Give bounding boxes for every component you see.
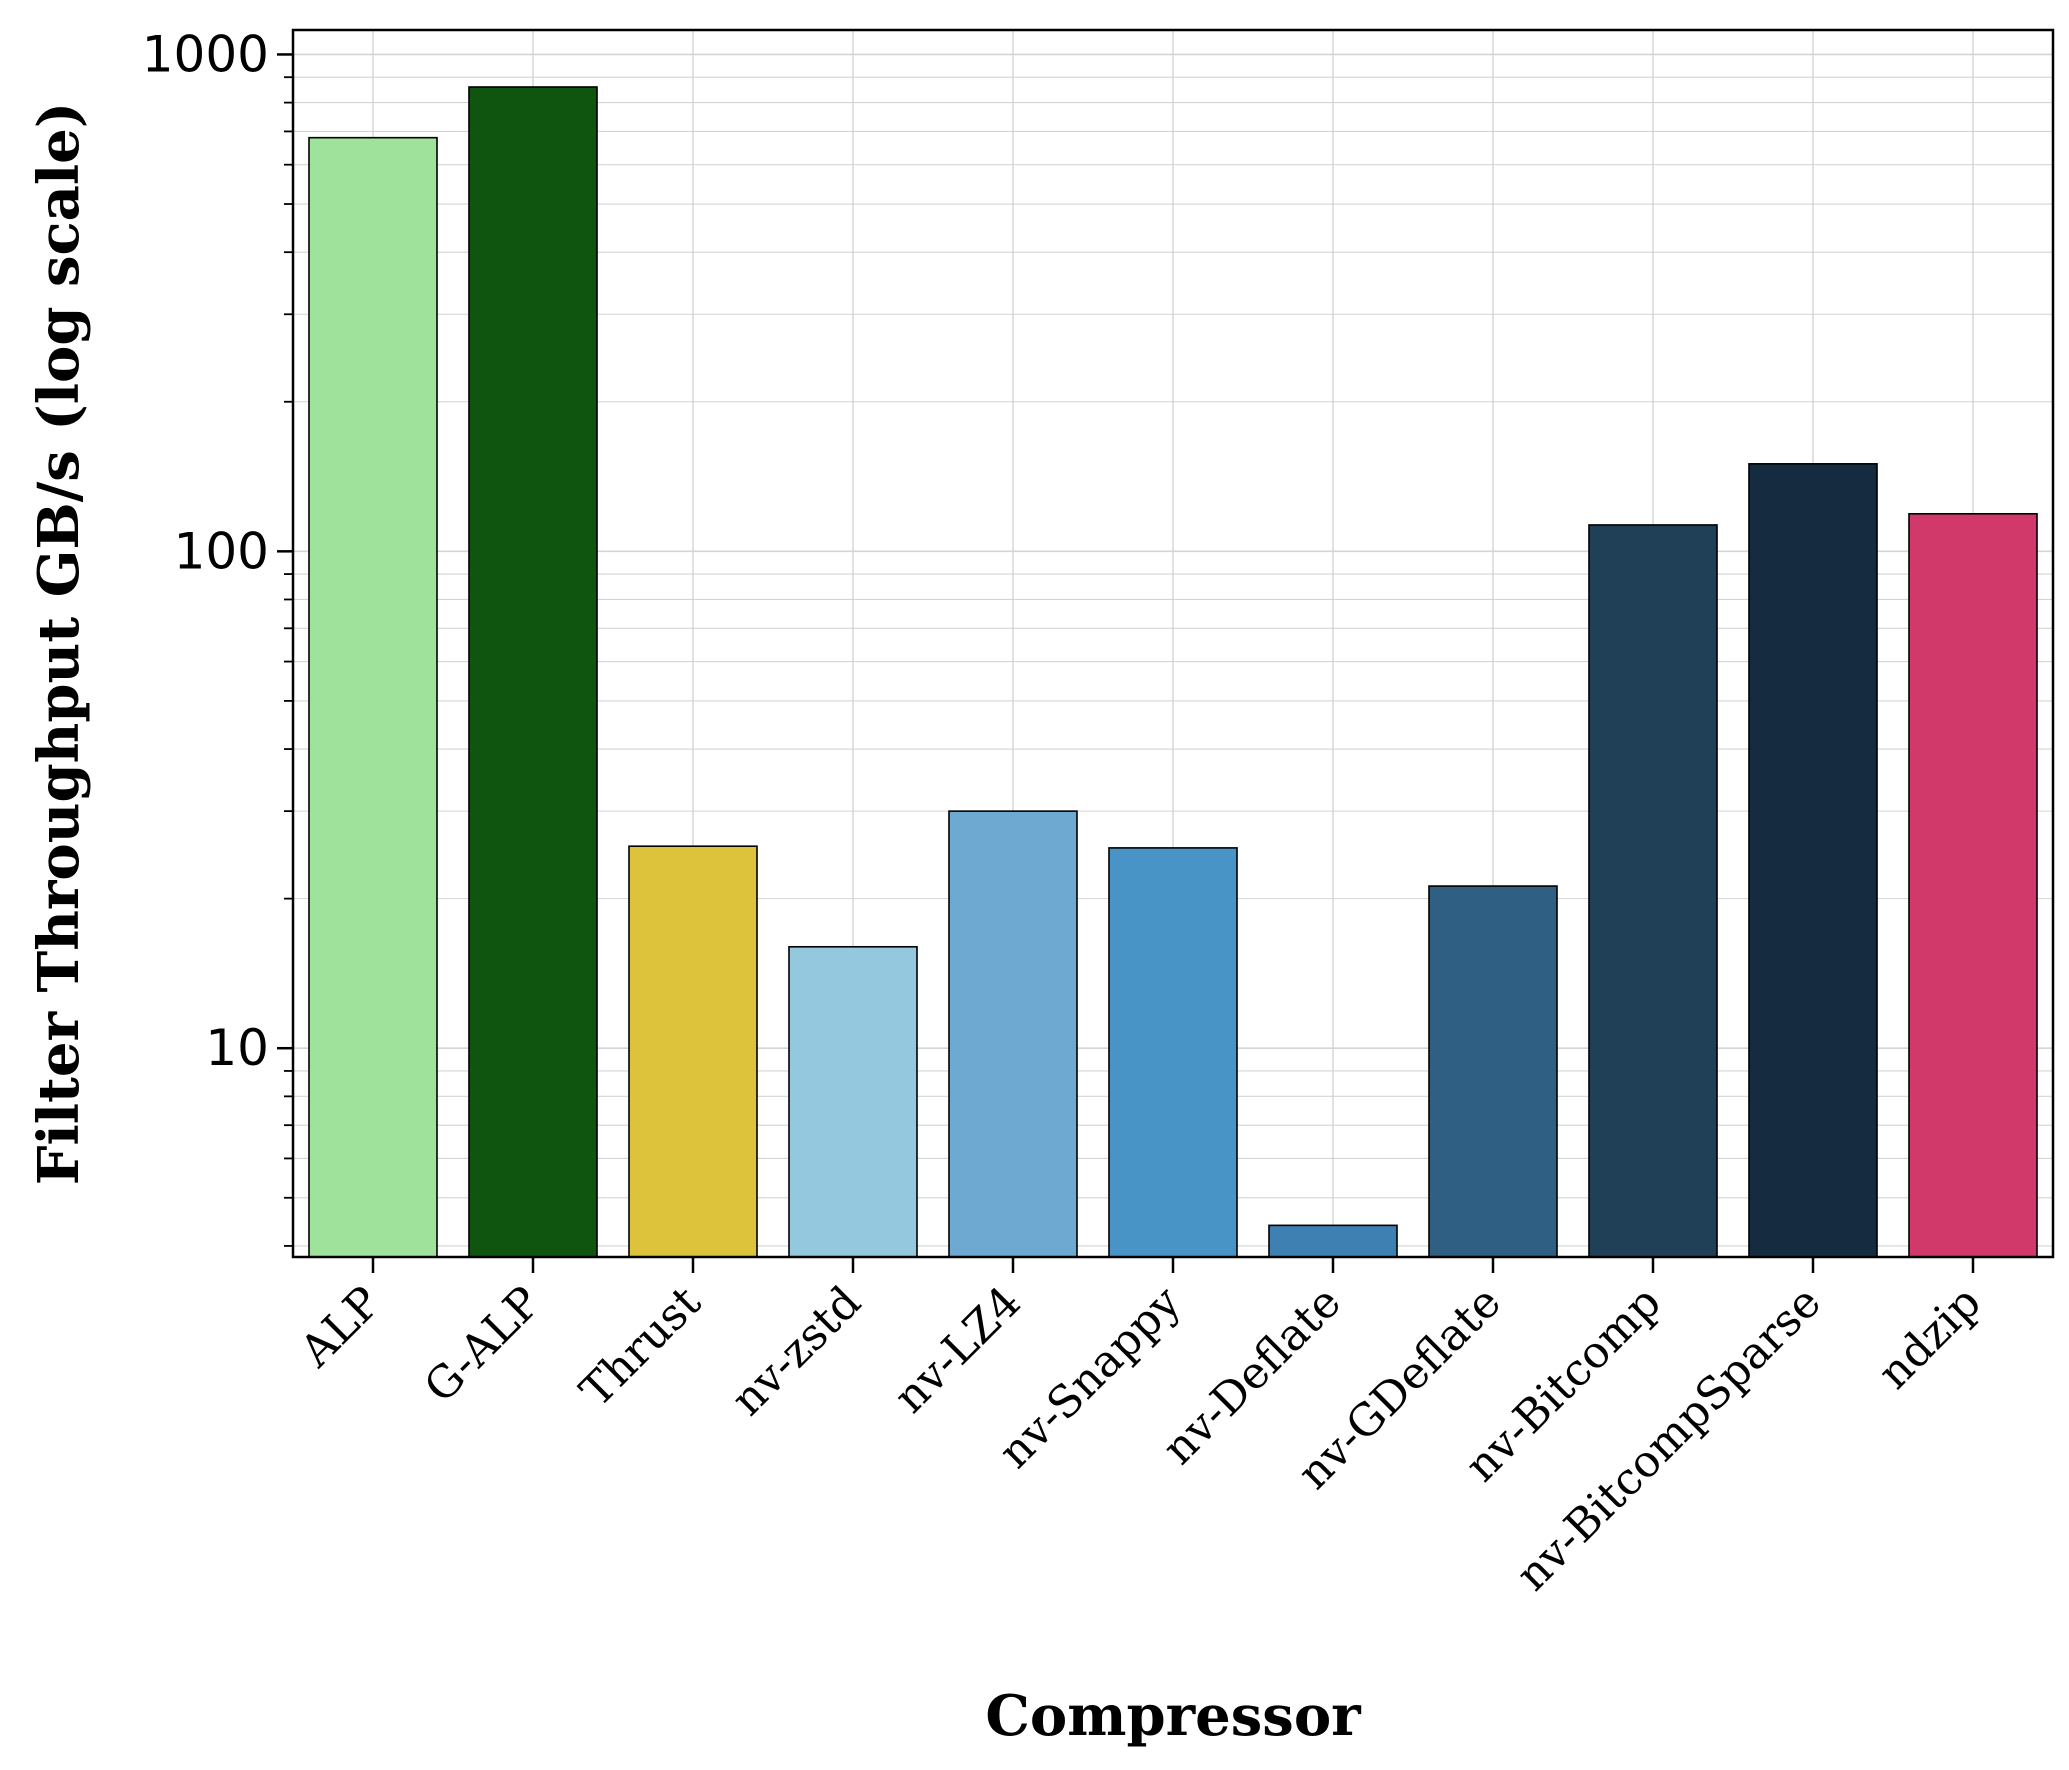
y-tick-label: 100 [174,522,269,580]
y-axis-ticks: 10 100 1000 [142,25,293,1247]
y-tick-label: 1000 [142,25,269,83]
bar-ndzip [1908,512,2038,1258]
bar-nv-gdeflate [1428,885,1558,1258]
bar-nv-bitcompsparse [1748,463,1878,1258]
bars [308,86,2038,1258]
x-tick-label: nv-LZ4 [885,1277,1031,1423]
bar-nv-bitcomp [1588,524,1718,1258]
bar-thrust [628,845,758,1258]
y-axis-title: Filter Throughput GB/s (log scale) [26,102,92,1186]
y-tick-label: 10 [205,1019,269,1077]
bar-alp [308,136,438,1258]
x-axis-ticks: ALP G-ALP Thrust nv-zstd nv-LZ4nv-Snappynv-D… [290,1257,1991,1601]
bar-nv-snappy [1108,847,1238,1258]
x-tick-label: nv-zstd [722,1277,871,1426]
bar-g-alp [468,86,598,1258]
x-tick-label: G-ALP [415,1277,551,1413]
x-tick-label: Thrust [571,1276,711,1416]
x-tick-label: ndzip [1868,1277,1990,1399]
bar-nv-lz4 [948,810,1078,1258]
bar-nv-zstd [788,945,918,1258]
bar-nv-deflate [1268,1224,1398,1258]
x-tick-label: nv-BitcompSparse [1507,1277,1831,1601]
x-tick-label: ALP [290,1277,391,1378]
x-axis-title: Compressor [985,1683,1362,1749]
